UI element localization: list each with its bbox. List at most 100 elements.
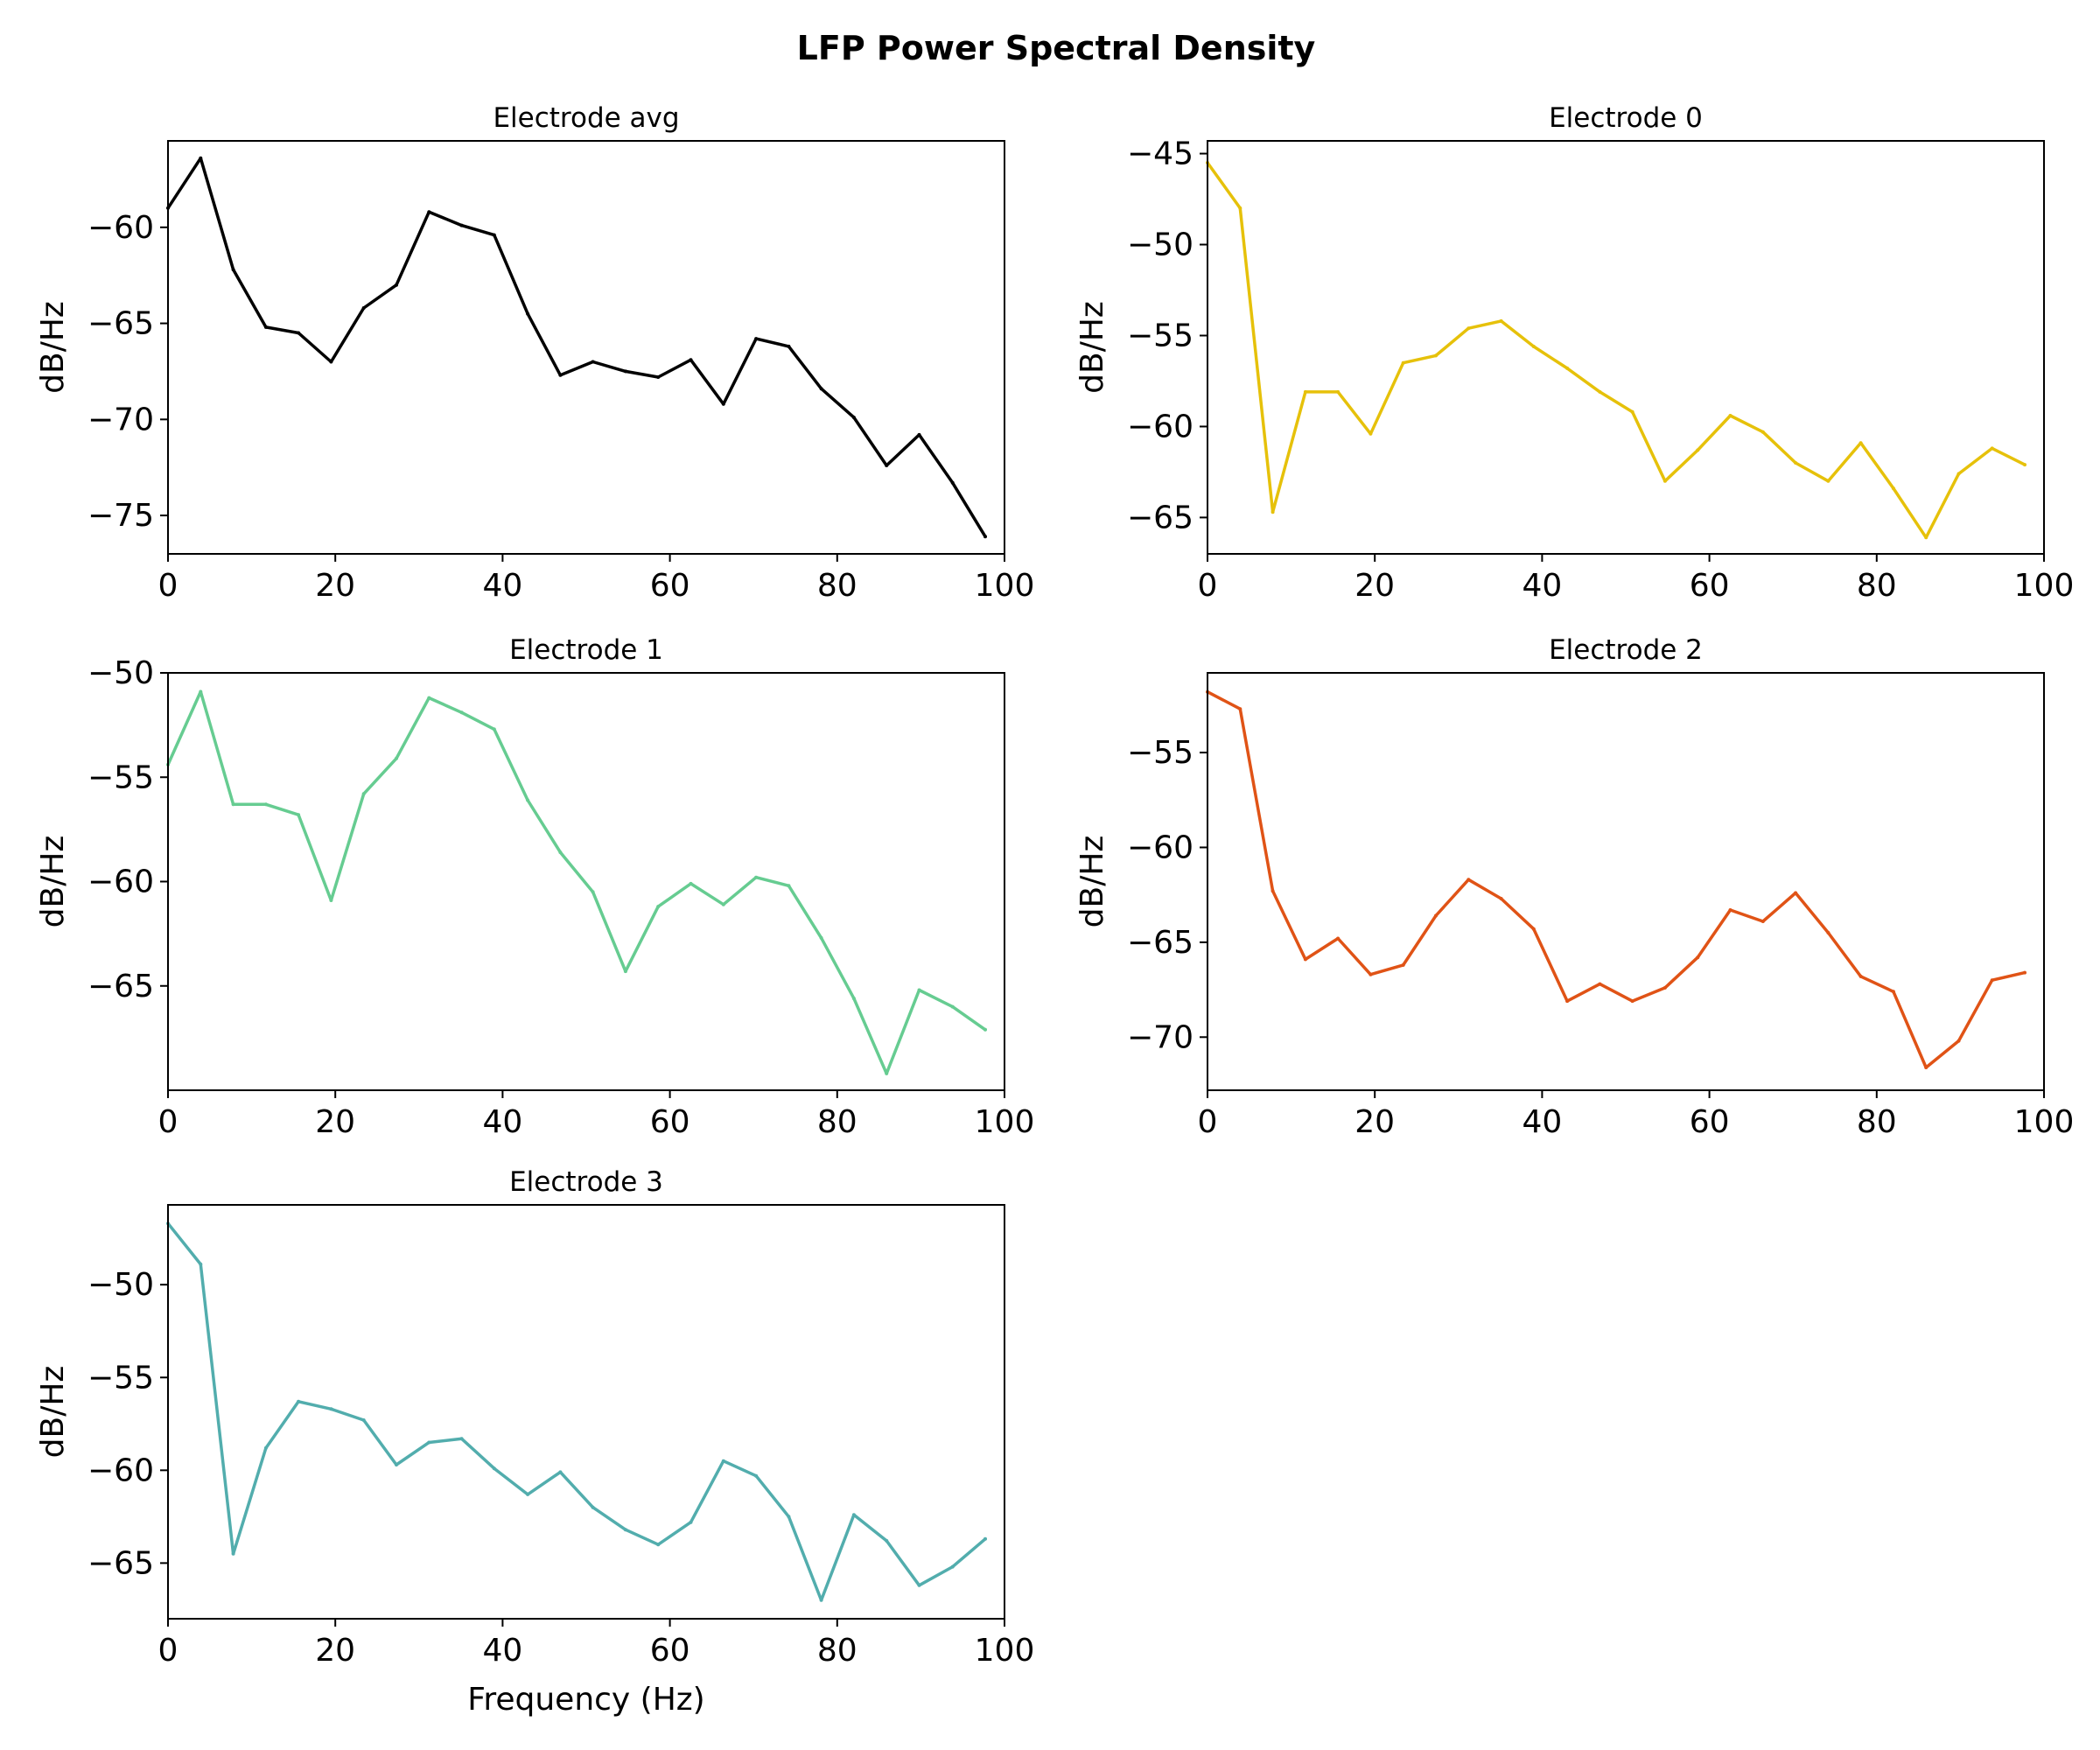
x-tick-label: 100 <box>975 1104 1035 1140</box>
data-point <box>199 690 203 694</box>
y-tick-label: −55 <box>88 760 154 795</box>
y-tick-label: −65 <box>88 1545 154 1581</box>
panel-electrode-0: Electrode 0 0 20 40 60 80 100 −45 −50 −55 −60 −65 dB… <box>1074 102 2074 604</box>
x-tick-label: 40 <box>1522 1104 1562 1140</box>
data-point <box>329 360 333 364</box>
data-point <box>591 890 595 894</box>
y-tick-label: −75 <box>88 498 154 534</box>
y-tick-label: −60 <box>88 1452 154 1488</box>
x-tick-label: 40 <box>1522 568 1562 604</box>
data-point <box>721 902 725 906</box>
panel-title: Electrode 2 <box>1549 634 1703 666</box>
data-point <box>1270 510 1275 514</box>
data-point <box>1662 479 1667 483</box>
data-point <box>1434 914 1438 918</box>
x-tick-label: 40 <box>482 568 522 604</box>
data-point <box>1728 414 1732 417</box>
series-line-electrode-avg <box>166 157 987 538</box>
panel-title: Electrode 3 <box>509 1166 663 1198</box>
data-point <box>787 1515 791 1519</box>
data-point <box>591 360 595 364</box>
x-tick-label: 80 <box>817 1633 858 1669</box>
data-point <box>395 283 398 287</box>
x-tick-label: 0 <box>158 1633 178 1669</box>
data-point <box>1794 461 1798 465</box>
data-point <box>787 344 791 348</box>
data-point <box>1826 931 1830 934</box>
data-point <box>1924 536 1928 540</box>
x-tick-label: 80 <box>817 568 858 604</box>
y-axis-label: dB/Hz <box>35 301 71 394</box>
panel-title: Electrode 0 <box>1549 102 1703 134</box>
data-point <box>754 337 759 341</box>
data-point <box>1401 360 1405 365</box>
data-point <box>950 480 955 485</box>
x-tick-label: 0 <box>1198 1104 1218 1140</box>
data-point <box>395 756 398 760</box>
data-point <box>851 997 856 1001</box>
data-point <box>1598 982 1602 986</box>
data-point <box>1760 430 1765 434</box>
data-point <box>2023 970 2026 975</box>
figure-title: LFP Power Spectral Density <box>797 29 1316 67</box>
data-point <box>199 156 203 160</box>
y-tick-label: −60 <box>88 864 154 900</box>
data-point <box>917 988 921 992</box>
data-point <box>984 1536 987 1541</box>
x-tick-label: 40 <box>482 1633 522 1669</box>
y-tick-label: −60 <box>1127 409 1194 444</box>
y-tick-label: −65 <box>88 969 154 1004</box>
data-point <box>950 1004 955 1009</box>
y-tick-label: −65 <box>1127 925 1194 961</box>
x-tick-label: 20 <box>315 568 355 604</box>
data-point <box>2023 463 2026 467</box>
x-tick-label: 100 <box>2014 568 2075 604</box>
data-point <box>1368 431 1373 436</box>
data-point <box>984 1027 987 1032</box>
y-tick-label: −60 <box>1127 830 1194 865</box>
data-point <box>526 798 530 802</box>
series-line-electrode-2 <box>1206 690 2026 1069</box>
data-point <box>427 696 431 700</box>
data-point <box>1270 889 1275 893</box>
data-point <box>297 813 301 817</box>
data-point <box>492 1466 496 1471</box>
panel-electrode-2: Electrode 2 0 20 40 60 80 100 −55 −60 −65 −70 dB/Hz <box>1074 634 2074 1140</box>
plot-frame <box>167 1204 1005 1620</box>
data-point <box>819 1598 823 1602</box>
x-tick-label: 40 <box>482 1104 522 1140</box>
data-point <box>819 387 823 391</box>
data-point <box>689 881 693 886</box>
x-tick-label: 20 <box>1354 1104 1395 1140</box>
y-tick-label: −45 <box>1127 136 1194 172</box>
x-tick-label: 60 <box>650 1633 690 1669</box>
y-tick-label: −65 <box>1127 500 1194 536</box>
data-point <box>1598 389 1602 394</box>
data-point <box>950 1564 955 1569</box>
data-point <box>1990 978 1994 983</box>
data-point <box>297 331 301 335</box>
data-point <box>1630 999 1634 1004</box>
data-point <box>1696 448 1700 452</box>
data-point <box>851 1513 856 1517</box>
panel-title: Electrode avg <box>493 102 679 134</box>
data-point <box>1696 956 1700 960</box>
data-point <box>754 875 759 879</box>
x-tick-label: 80 <box>1857 568 1897 604</box>
data-point <box>526 1492 530 1496</box>
plot-frame <box>167 140 1005 555</box>
y-tick-label: −55 <box>1127 318 1194 354</box>
data-point <box>1336 936 1340 941</box>
data-point <box>885 1538 889 1543</box>
data-point <box>231 268 235 272</box>
data-point <box>885 1071 889 1075</box>
data-point <box>297 1399 301 1404</box>
data-point <box>1531 345 1536 348</box>
data-point <box>1531 927 1536 931</box>
data-point <box>917 1583 921 1587</box>
data-point <box>199 1262 203 1266</box>
y-tick-label: −55 <box>1127 735 1194 771</box>
data-point <box>1760 920 1765 923</box>
y-tick-label: −70 <box>88 402 154 438</box>
